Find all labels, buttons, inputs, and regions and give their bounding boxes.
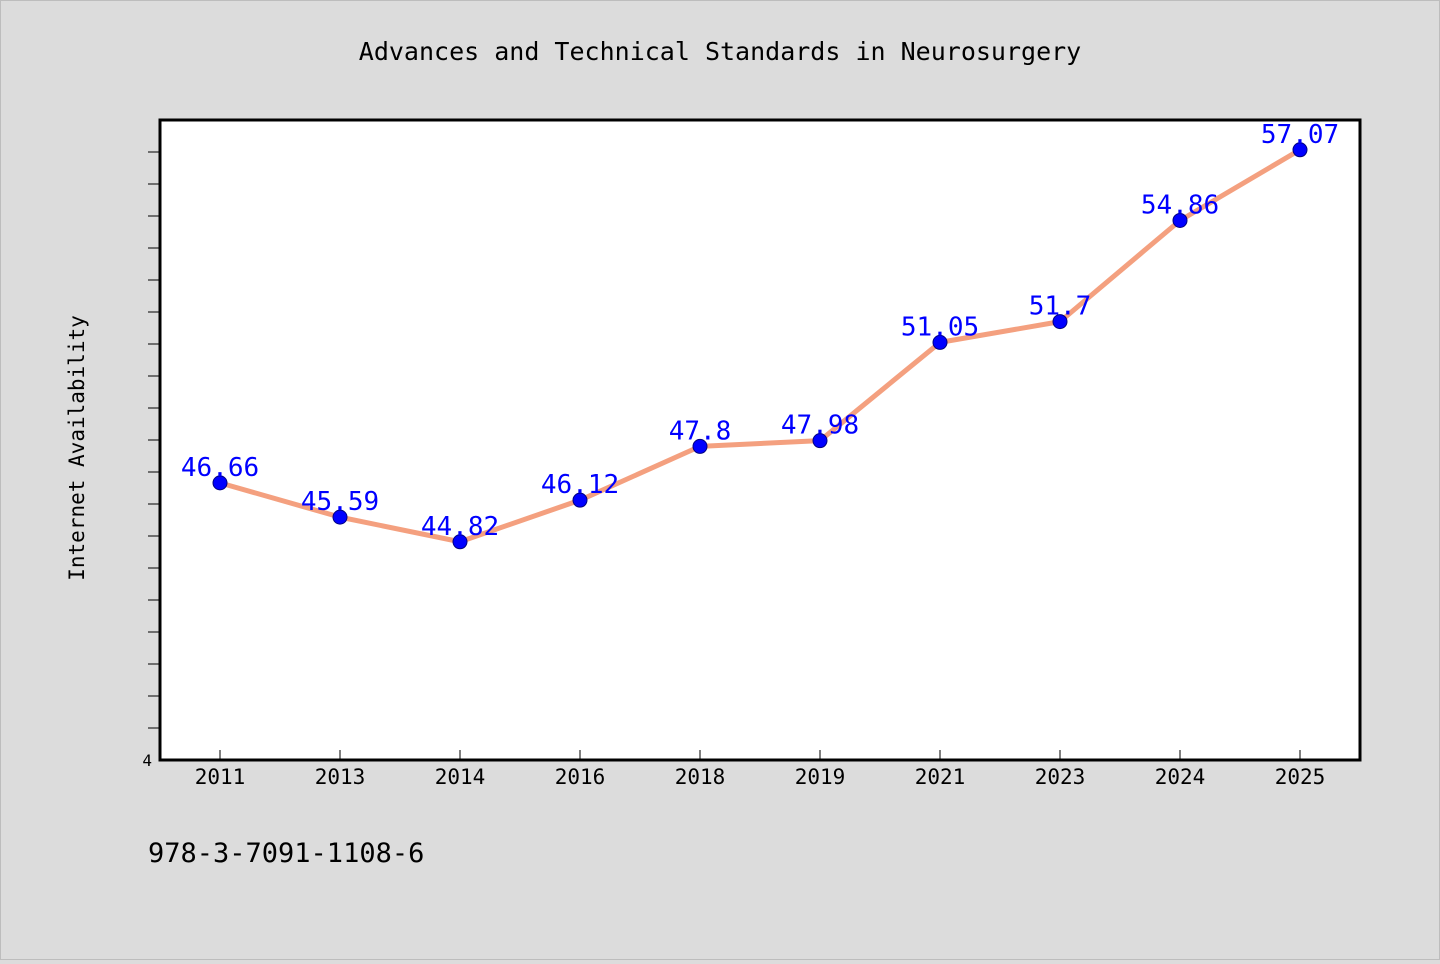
data-label: 51.05 bbox=[901, 312, 979, 342]
data-label: 54.86 bbox=[1141, 190, 1219, 220]
data-point bbox=[1052, 314, 1068, 330]
data-label: 46.12 bbox=[541, 470, 619, 500]
x-tick-label: 2014 bbox=[435, 765, 486, 789]
data-label: 44.82 bbox=[421, 512, 499, 542]
x-tick-label: 2024 bbox=[1155, 765, 1206, 789]
data-label: 47.8 bbox=[669, 416, 732, 446]
data-label: 45.59 bbox=[301, 487, 379, 517]
data-point bbox=[452, 534, 468, 550]
plot-area bbox=[158, 118, 1362, 762]
x-tick-label: 2016 bbox=[555, 765, 606, 789]
x-tick-label: 2023 bbox=[1035, 765, 1086, 789]
data-point bbox=[332, 509, 348, 525]
x-tick-label: 2018 bbox=[675, 765, 726, 789]
x-tick-label: 2021 bbox=[915, 765, 966, 789]
chart-title: Advances and Technical Standards in Neur… bbox=[359, 37, 1081, 66]
x-tick-label: 2013 bbox=[315, 765, 366, 789]
x-tick-label: 2011 bbox=[195, 765, 246, 789]
data-point bbox=[692, 438, 708, 454]
y-axis-label: Internet Availability bbox=[65, 315, 89, 581]
data-point bbox=[572, 492, 588, 508]
data-label: 51.7 bbox=[1029, 292, 1092, 322]
data-label: 47.98 bbox=[781, 411, 859, 441]
x-axis-ticks: 2011 2013 2014 2016 2018 2019 2021 2023 2024 2025 bbox=[195, 750, 1326, 789]
series-layer: 46.66 45.59 44.82 46.12 47.8 47.98 51.05 51.7 54… bbox=[181, 120, 1339, 550]
data-point bbox=[812, 433, 828, 449]
data-point bbox=[1172, 212, 1188, 228]
isbn-text: 978-3-7091-1108-6 bbox=[148, 838, 424, 869]
x-tick-label: 2019 bbox=[795, 765, 846, 789]
y-tick-label: 4 bbox=[142, 751, 152, 770]
series-line bbox=[217, 147, 1303, 545]
data-point bbox=[1292, 142, 1308, 158]
data-label: 57.07 bbox=[1261, 120, 1339, 150]
data-label: 46.66 bbox=[181, 453, 259, 483]
y-axis-ticks bbox=[148, 151, 160, 729]
data-point bbox=[932, 334, 948, 350]
x-tick-label: 2025 bbox=[1275, 765, 1326, 789]
data-point bbox=[212, 475, 228, 491]
